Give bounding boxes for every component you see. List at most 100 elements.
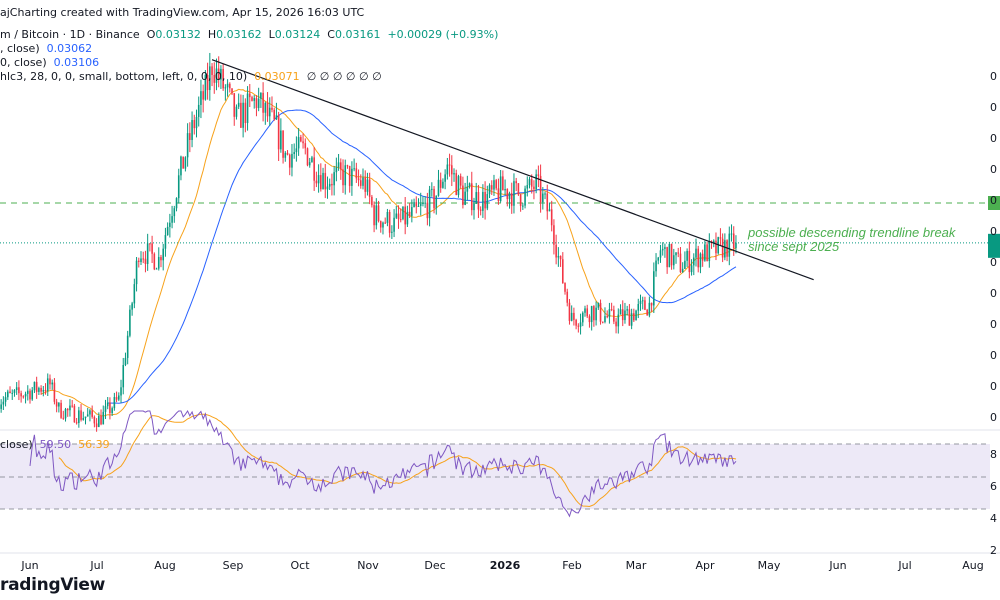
candle-body: [495, 180, 497, 189]
candle-body: [633, 313, 635, 321]
candle-body: [237, 102, 240, 107]
level-price-label: [988, 196, 1000, 210]
candle-body: [71, 405, 73, 407]
time-axis-label: Dec: [424, 559, 446, 572]
candle-body: [379, 221, 382, 228]
candle-body: [422, 202, 424, 204]
candle-body: [171, 216, 173, 223]
candle-body: [69, 405, 71, 411]
candle-body: [675, 252, 677, 256]
rsi-axis-label: 6: [990, 480, 997, 493]
candle-body: [24, 393, 27, 397]
candle-body: [120, 387, 122, 396]
candle-body: [437, 179, 440, 196]
candle-body: [715, 240, 717, 254]
price-axis-label: 0: [990, 163, 997, 176]
candle-body: [608, 309, 611, 318]
candle-body: [368, 179, 371, 197]
candle-body: [95, 423, 98, 427]
candle-body: [626, 309, 628, 311]
ma2-legend[interactable]: 0, close) 0.03106: [0, 56, 99, 69]
rsi-label: close): [0, 438, 33, 451]
candle-body: [202, 91, 204, 100]
rsi-legend[interactable]: close) 59.50 56.39: [0, 438, 110, 451]
candle-body: [173, 208, 176, 217]
candle-body: [428, 189, 431, 219]
candle-body: [446, 164, 449, 175]
candle-body: [280, 130, 282, 150]
candle-body: [588, 316, 591, 323]
symbol-legend: m / Bitcoin · 1D · Binance O0.03132 H0.0…: [0, 28, 498, 41]
candle-body: [353, 168, 355, 170]
candle-body: [322, 172, 324, 190]
candle-body: [193, 120, 196, 129]
candle-body: [91, 410, 93, 417]
time-axis-label: Jul: [898, 559, 912, 572]
descending-trendline: [211, 59, 814, 281]
candle-body: [333, 172, 335, 186]
candle-body: [526, 185, 529, 189]
candle-body: [462, 185, 464, 205]
candle-body: [415, 202, 418, 207]
candle-body: [679, 253, 682, 273]
time-axis-label: Aug: [154, 559, 176, 572]
rsi-axis-label: 4: [990, 512, 997, 525]
candle-body: [106, 402, 109, 407]
candle-body: [659, 250, 662, 258]
candle-body: [242, 102, 244, 128]
candle-body: [86, 414, 89, 417]
candle-body: [60, 402, 62, 418]
candle-body: [604, 316, 606, 322]
candle-body: [628, 309, 631, 326]
candle-body: [590, 306, 593, 323]
ma1-legend[interactable]: , close) 0.03062: [0, 42, 92, 55]
high-value: 0.03162: [216, 28, 262, 41]
candle-body: [308, 162, 311, 166]
candle-body: [484, 191, 486, 209]
candle-body: [20, 393, 22, 397]
candle-body: [246, 93, 249, 124]
candle-body: [306, 148, 309, 166]
candle-body: [419, 203, 422, 206]
candle-body: [186, 133, 189, 158]
candle-body: [490, 185, 493, 190]
candle-body: [182, 156, 184, 169]
candle-body: [64, 408, 67, 419]
candle-body: [357, 178, 360, 181]
candle-body: [519, 194, 522, 206]
candle-body: [468, 183, 471, 187]
candle-body: [621, 309, 624, 321]
last-price-label: [988, 233, 1000, 258]
trendline-annotation[interactable]: possible descending trendline break since…: [748, 226, 955, 254]
rsi-axis-label: 8: [990, 448, 997, 461]
tradingview-logo[interactable]: radingView: [0, 575, 106, 595]
candle-body: [459, 176, 462, 186]
candle-body: [393, 217, 395, 232]
candle-body: [359, 180, 362, 186]
candle-body: [708, 241, 711, 262]
candle-body: [142, 258, 145, 260]
candle-body: [433, 188, 435, 209]
symbol-name[interactable]: m / Bitcoin · 1D · Binance: [0, 28, 140, 41]
candle-body: [406, 211, 409, 225]
candle-body: [699, 253, 702, 268]
candle-body: [253, 98, 256, 101]
candle-body: [408, 211, 411, 216]
rsi-value: 59.50: [39, 438, 72, 451]
candle-body: [189, 133, 191, 140]
candle-body: [397, 213, 400, 220]
candle-body: [2, 401, 5, 405]
candle-body: [51, 382, 53, 385]
candle-body: [712, 240, 715, 243]
candle-body: [522, 205, 524, 207]
candle-body: [73, 405, 76, 423]
price-axis-label: 0: [990, 101, 997, 114]
candle-body: [637, 304, 640, 311]
candle-body: [466, 186, 469, 192]
indicator3-legend[interactable]: hlc3, 28, 0, 0, small, bottom, left, 0, …: [0, 70, 382, 83]
candle-body: [595, 307, 597, 321]
candle-body: [264, 102, 267, 113]
candle-body: [175, 198, 178, 209]
candle-body: [7, 391, 9, 398]
